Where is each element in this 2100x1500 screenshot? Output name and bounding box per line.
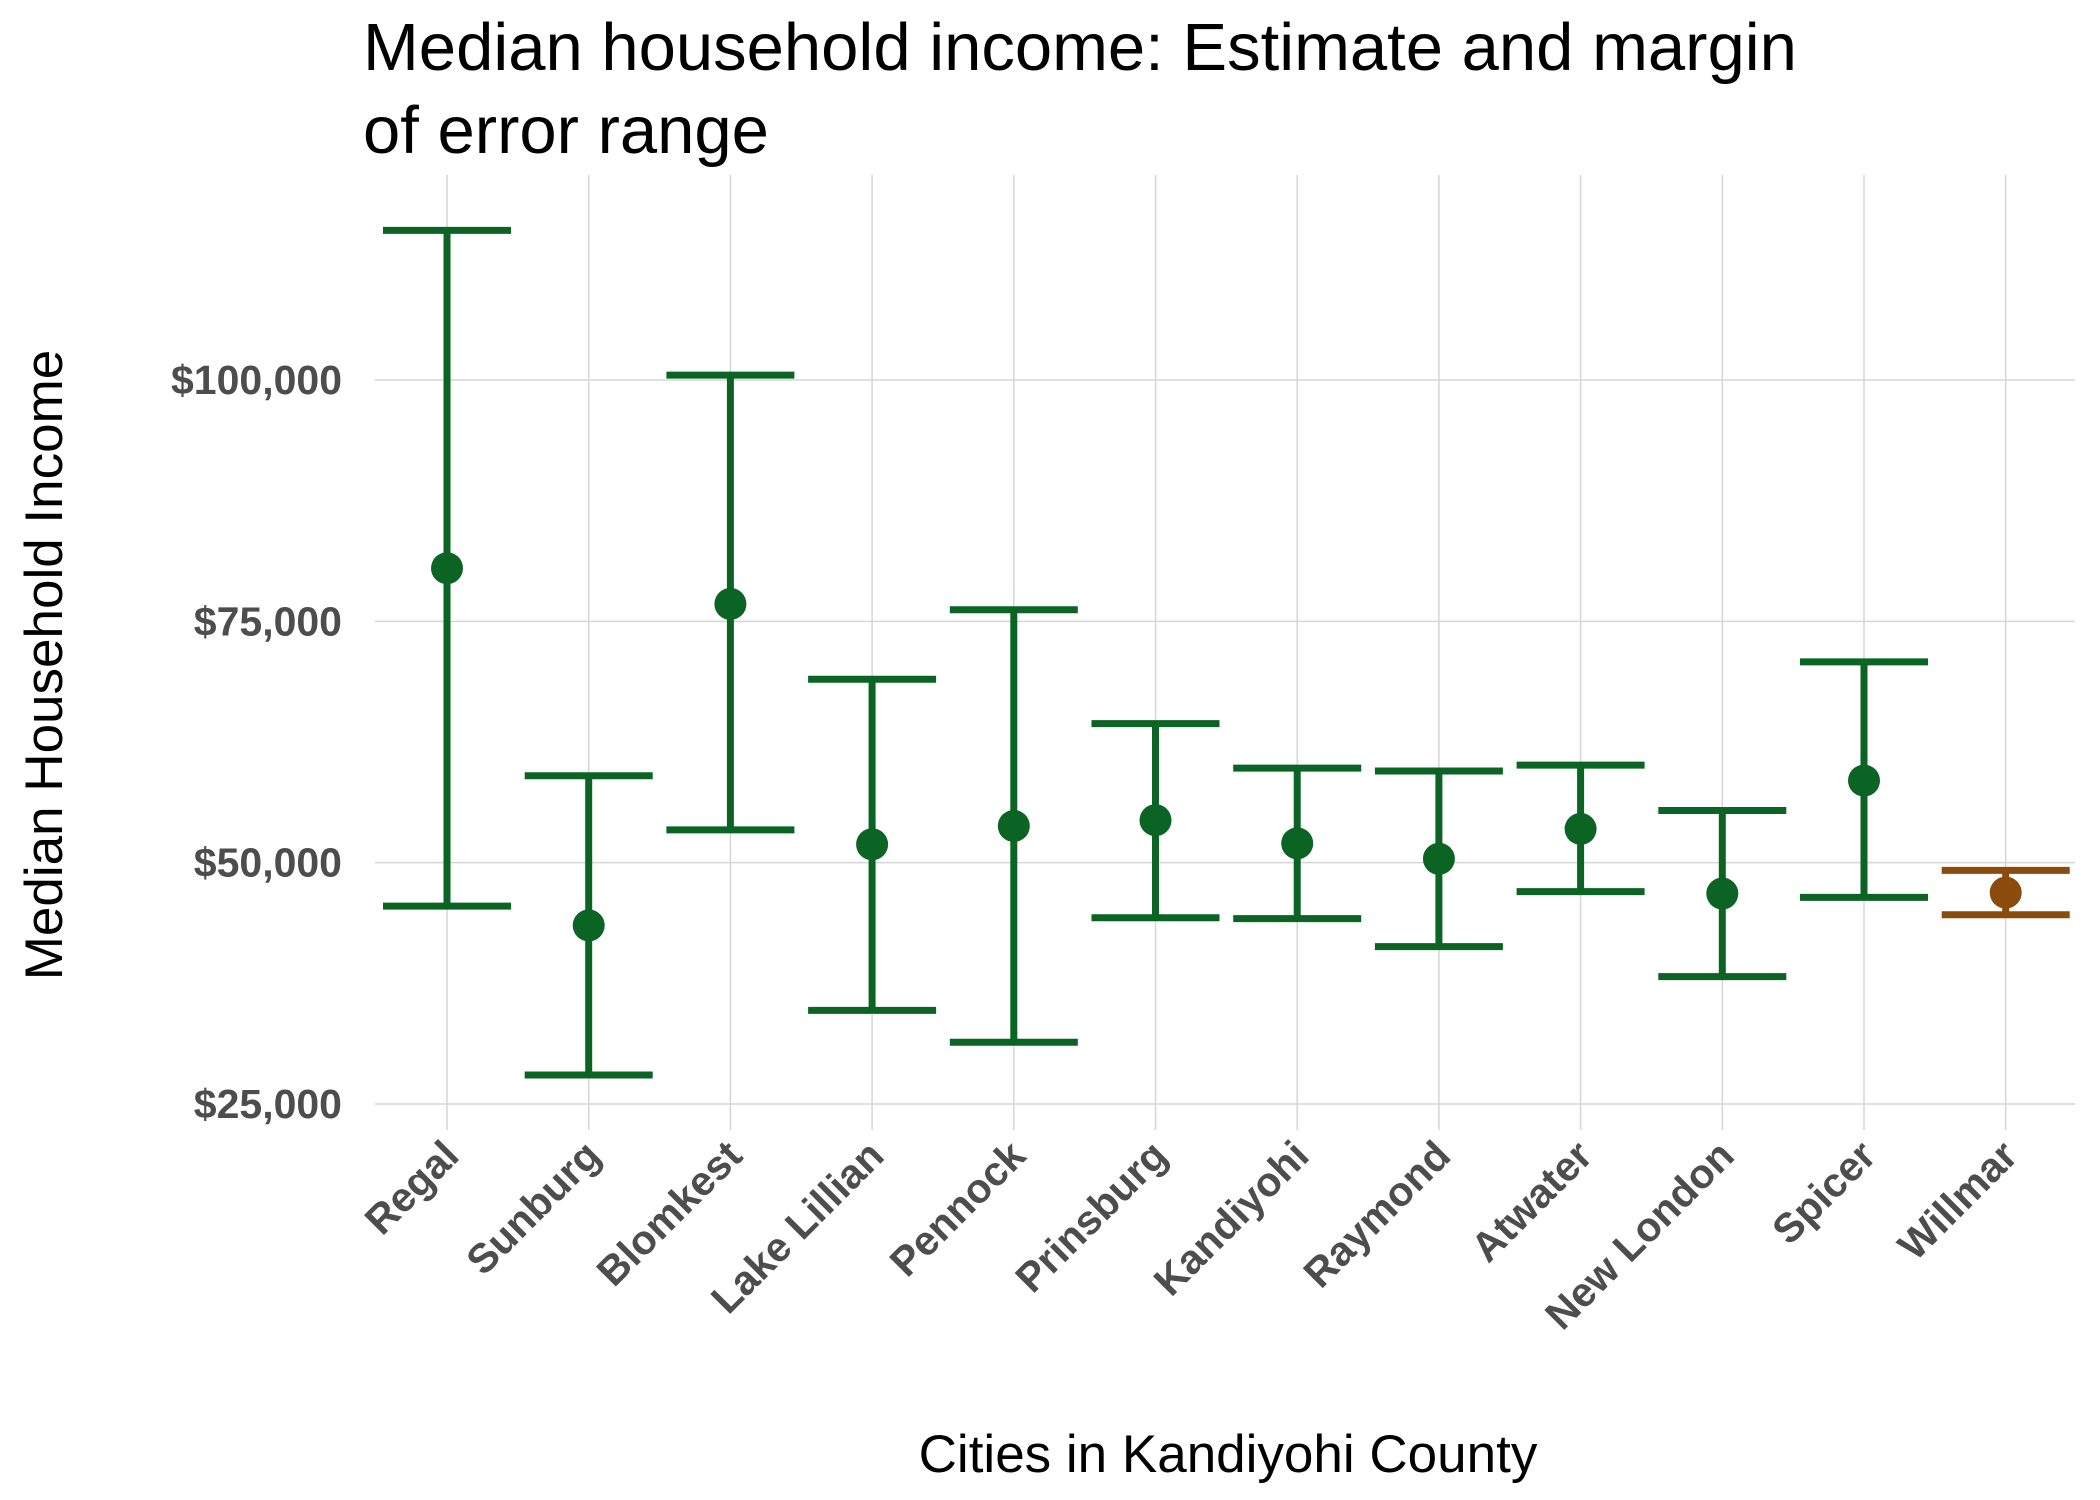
chart-title: Median household income: Estimate and ma…	[363, 10, 1797, 168]
x-tick-label: Atwater	[1462, 1132, 1601, 1271]
estimate-point	[1989, 876, 2022, 909]
y-tick-label: $50,000	[194, 840, 342, 886]
estimate-point	[1706, 877, 1739, 910]
estimate-point	[1281, 827, 1314, 860]
x-tick-label: Pennock	[881, 1132, 1035, 1286]
y-tick-label: $100,000	[171, 357, 342, 403]
errorbar-prinsburg	[1091, 720, 1220, 922]
errorbar-regal	[383, 226, 511, 910]
y-tick-label: $25,000	[194, 1081, 342, 1127]
errorbar-willmar	[1941, 866, 2070, 919]
x-tick-label: Willmar	[1889, 1132, 2026, 1269]
estimate-point	[572, 909, 605, 942]
error-bars	[383, 226, 2070, 1079]
x-tick-label: Regal	[356, 1132, 467, 1243]
estimate-point	[714, 587, 747, 620]
y-tick-label: $75,000	[194, 598, 342, 644]
errorbar-raymond	[1374, 767, 1503, 951]
errorbar-spicer	[1800, 658, 1928, 901]
x-tick-label: Raymond	[1295, 1132, 1460, 1297]
estimate-point	[1564, 812, 1597, 845]
x-axis-label: Cities in Kandiyohi County	[919, 1425, 1538, 1484]
errorbar-new-london	[1658, 807, 1787, 981]
x-tick-label: Spicer	[1763, 1132, 1884, 1253]
estimate-point	[1139, 804, 1172, 837]
estimate-point	[1848, 764, 1880, 797]
x-tick-label: Kandiyohi	[1145, 1132, 1318, 1305]
errorbar-kandiyohi	[1233, 764, 1362, 923]
grid-layer	[375, 175, 2075, 1130]
x-tick-label: Sunburg	[457, 1132, 609, 1284]
errorbar-lake-lillian	[808, 675, 937, 1014]
errorbar-blomkest	[666, 371, 795, 834]
errorbar-atwater	[1516, 761, 1645, 896]
y-tick-labels: $25,000 $50,000 $75,000 $100,000	[171, 357, 342, 1127]
y-axis-label: Median Household Income	[15, 350, 74, 981]
errorbar-sunburg	[524, 772, 653, 1079]
estimate-point	[431, 552, 463, 585]
estimate-point	[1422, 842, 1455, 875]
estimate-point	[856, 828, 889, 861]
estimate-point	[997, 809, 1030, 842]
errorbar-pennock	[949, 606, 1078, 1046]
